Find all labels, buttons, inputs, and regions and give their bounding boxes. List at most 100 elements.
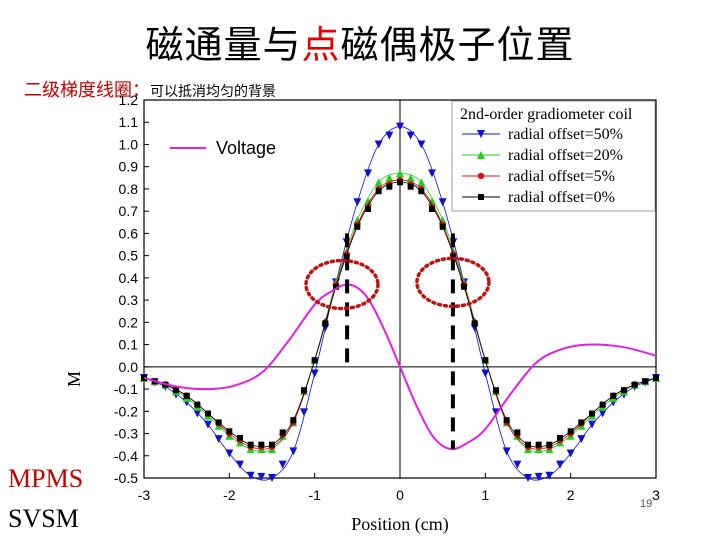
data-point <box>407 183 414 190</box>
data-point <box>545 471 554 480</box>
y-tick-label: 0.5 <box>119 248 139 264</box>
data-point <box>290 417 297 424</box>
legend-marker <box>478 194 484 200</box>
x-tick-label: -3 <box>138 487 151 503</box>
data-point <box>374 178 383 187</box>
data-point <box>226 428 233 435</box>
data-point <box>183 392 190 399</box>
data-point <box>557 434 563 441</box>
y-tick-label: 0.2 <box>119 314 139 330</box>
data-point <box>438 198 447 207</box>
data-point <box>205 410 211 417</box>
data-point <box>215 419 222 426</box>
legend-marker <box>477 130 485 138</box>
x-tick-label: 1 <box>481 487 489 503</box>
x-tick-label: 0 <box>396 487 404 503</box>
data-point <box>268 474 276 482</box>
data-point <box>556 460 564 469</box>
x-tick-label: -2 <box>223 487 236 503</box>
title-highlight: 点 <box>301 23 341 67</box>
data-point <box>514 429 521 436</box>
data-point <box>385 131 394 140</box>
data-point <box>524 474 532 482</box>
data-point <box>429 205 435 212</box>
y-tick-label: 0.8 <box>119 181 139 197</box>
data-point <box>279 429 286 436</box>
data-point <box>439 223 446 230</box>
data-point <box>173 387 179 394</box>
data-point <box>418 188 425 195</box>
page-subtitle: 二级梯度线圈：可以抵消均匀的背景 <box>24 76 276 102</box>
data-point <box>311 357 318 364</box>
data-point <box>237 434 243 441</box>
series-layer <box>140 122 660 482</box>
data-point <box>588 420 596 429</box>
data-point <box>300 408 308 417</box>
y-tick-label: 0.9 <box>119 159 139 175</box>
data-point <box>301 387 307 394</box>
data-point <box>481 369 490 378</box>
data-point <box>374 140 383 149</box>
data-point <box>214 435 223 444</box>
data-point <box>193 409 202 418</box>
data-point <box>236 460 244 469</box>
legend-entry: radial offset=50% <box>508 126 623 143</box>
data-point <box>535 441 542 448</box>
overlay-layer: Voltage <box>170 138 491 450</box>
data-point <box>417 178 426 187</box>
data-point <box>577 435 586 444</box>
data-point <box>589 410 595 417</box>
data-point <box>653 374 659 381</box>
legend-entry: radial offset=5% <box>508 168 615 185</box>
data-point <box>406 173 415 182</box>
data-point <box>513 460 522 469</box>
data-point <box>417 140 426 149</box>
y-tick-label: 1.2 <box>119 92 139 108</box>
data-point <box>642 378 649 385</box>
data-point <box>385 173 394 182</box>
data-point <box>502 447 511 456</box>
dotted-outline <box>415 256 491 309</box>
data-point <box>566 449 575 458</box>
data-point <box>534 472 543 481</box>
subtitle-small: 可以抵消均匀的背景 <box>150 84 276 100</box>
legend-entry: radial offset=0% <box>508 189 615 206</box>
data-point <box>364 169 372 178</box>
data-point <box>503 417 510 424</box>
data-point <box>333 283 339 290</box>
data-point <box>258 441 265 448</box>
legend-entry: radial offset=20% <box>508 147 623 164</box>
y-tick-label: -0.1 <box>114 381 138 397</box>
data-point <box>365 205 371 212</box>
data-point <box>257 472 266 481</box>
y-tick-label: -0.3 <box>114 426 138 442</box>
data-point <box>525 441 531 448</box>
legend: 2nd-order gradiometer coil radial offset=… <box>451 100 656 212</box>
data-point <box>269 441 275 448</box>
data-point <box>354 223 361 230</box>
data-point <box>396 122 404 131</box>
side-label-mpms: MPMS <box>8 464 84 493</box>
data-point <box>621 387 627 394</box>
y-tick-label: 0.1 <box>119 337 139 353</box>
x-tick-label: 3 <box>652 487 660 503</box>
data-point <box>567 428 574 435</box>
data-point <box>247 441 254 448</box>
page-title: 磁通量与点磁偶极子位置 <box>0 14 720 69</box>
y-tick-label: 0.6 <box>119 225 139 241</box>
subtitle-main: 二级梯度线圈： <box>24 80 150 101</box>
y-tick-label: 1.1 <box>119 114 139 130</box>
x-tick-label: -1 <box>308 487 321 503</box>
series-4 <box>143 283 657 451</box>
y-tick-label: 0.7 <box>119 203 139 219</box>
legend-box <box>451 100 656 212</box>
voltage-legend-label: Voltage <box>216 138 276 158</box>
title-part-1: 磁通量与 <box>145 23 302 67</box>
data-point <box>396 169 404 178</box>
legend-marker <box>477 151 485 159</box>
side-label-svsm: SVSM <box>8 504 79 533</box>
data-point <box>386 183 393 190</box>
data-point <box>406 131 415 140</box>
data-point <box>194 401 201 408</box>
